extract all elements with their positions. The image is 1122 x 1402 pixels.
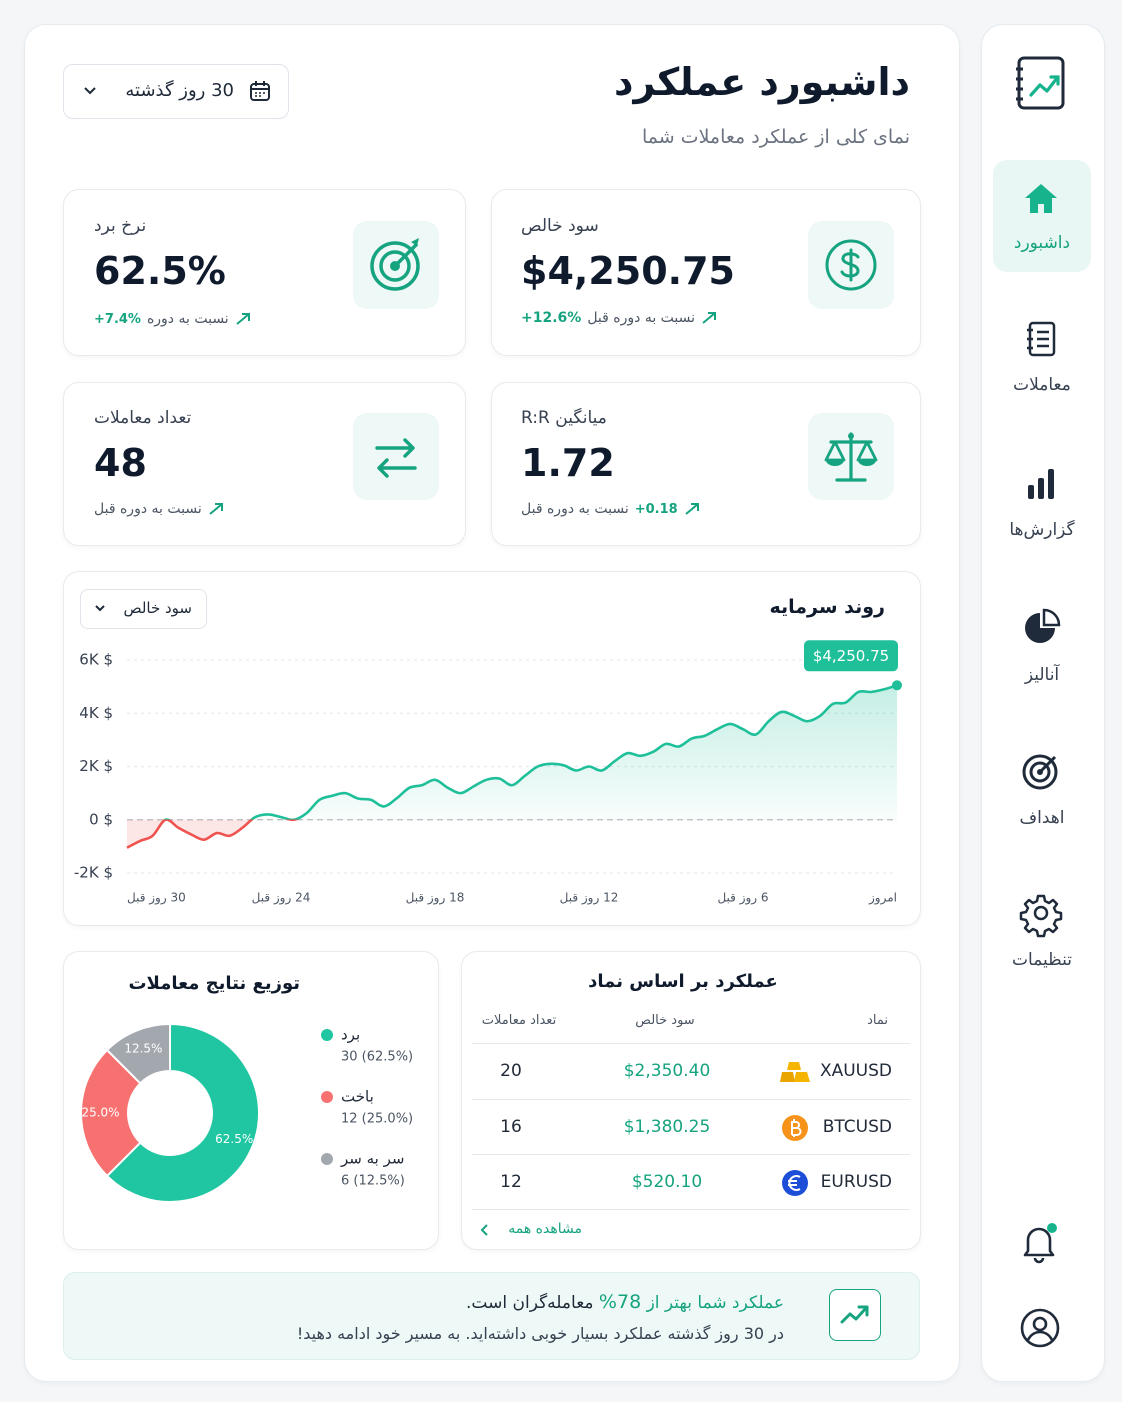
nav-icon-goals bbox=[1022, 754, 1058, 790]
nav-icon-analysis bbox=[1025, 608, 1061, 643]
nav-item[interactable]: داشبورد bbox=[1013, 233, 1071, 253]
kpi-change-row: نسبت به دوره قبل +0.18 bbox=[521, 501, 702, 517]
nav-item[interactable]: اهداف bbox=[1019, 808, 1065, 828]
kpi-change-row: +7.4% نسبت به دوره bbox=[94, 311, 253, 327]
kpi-note: نسبت به دوره bbox=[146, 311, 229, 327]
kpi-label: نرخ برد bbox=[94, 216, 147, 236]
banner-text: در 30 روز گذشته عملکرد بسیار خوبی داشته‌… bbox=[296, 1324, 784, 1343]
chevron bbox=[95, 605, 105, 612]
symbol: BTCUSD bbox=[822, 1117, 892, 1137]
column-header: سود خالص bbox=[635, 1013, 695, 1028]
trade-count: 16 bbox=[500, 1117, 522, 1137]
nav-item[interactable]: گزارش‌ها bbox=[1009, 520, 1075, 540]
kpi-note: نسبت به دوره قبل bbox=[587, 310, 696, 326]
kpi-value: $4,250.75 bbox=[521, 249, 735, 293]
gold-icon bbox=[780, 1062, 810, 1082]
symbols-card bbox=[461, 951, 921, 1250]
kpi-value: 48 bbox=[94, 441, 147, 485]
nav-icon-reports bbox=[1028, 469, 1054, 499]
trade-count: 12 bbox=[500, 1172, 522, 1192]
profit: $520.10 bbox=[631, 1172, 703, 1192]
kpi-value: 1.72 bbox=[521, 441, 615, 485]
kpi-change: +7.4% bbox=[94, 311, 141, 327]
column-header: تعداد معاملات bbox=[481, 1013, 557, 1028]
kpi-note: نسبت به دوره قبل bbox=[94, 501, 202, 517]
symbol: XAUUSD bbox=[819, 1061, 892, 1081]
kpi-label: سود خالص bbox=[521, 216, 599, 236]
trend-arrow bbox=[209, 503, 223, 515]
profit: $1,380.25 bbox=[623, 1117, 711, 1137]
kpi-icon-box bbox=[353, 413, 439, 500]
nav-icon-home bbox=[1025, 184, 1057, 213]
trend-arrow bbox=[685, 503, 699, 515]
nav-icon-settings bbox=[1019, 894, 1063, 938]
kpi-note: نسبت به دوره قبل bbox=[521, 501, 629, 517]
logo bbox=[1016, 56, 1065, 110]
kpi-label: تعداد معاملات bbox=[94, 408, 192, 428]
row-divider bbox=[472, 1043, 910, 1044]
chevron bbox=[84, 87, 96, 95]
insight-banner bbox=[63, 1272, 920, 1360]
kpi-label: میانگین R:R bbox=[521, 408, 607, 428]
profit: $2,350.40 bbox=[623, 1061, 711, 1081]
calendar-icon bbox=[250, 81, 270, 101]
metric-label: سود خالص bbox=[123, 599, 192, 617]
notifications[interactable] bbox=[1020, 1221, 1060, 1264]
chevron-left bbox=[480, 1224, 488, 1236]
headline-part: عملکرد شما بهتر از bbox=[641, 1293, 784, 1313]
view-all-link[interactable]: مشاهده همه bbox=[508, 1221, 582, 1237]
bitcoin-icon bbox=[782, 1115, 808, 1141]
kpi-change: +12.6% bbox=[521, 310, 582, 326]
nav-item[interactable]: معاملات bbox=[1013, 375, 1071, 395]
row-divider bbox=[472, 1209, 910, 1210]
active-nav-bg bbox=[993, 160, 1091, 272]
pie-title: توزیع نتایج معاملات bbox=[128, 973, 300, 994]
period-label: 30 روز گذشته bbox=[125, 80, 234, 101]
page-title: داشبورد عملکرد bbox=[613, 60, 910, 104]
nav-item[interactable]: تنظیمات bbox=[1012, 950, 1072, 970]
row-divider bbox=[472, 1154, 910, 1155]
nav-item[interactable]: آنالیز bbox=[1024, 665, 1060, 685]
kpi-change-row: +12.6% نسبت به دوره قبل bbox=[521, 310, 719, 326]
kpi-value: 62.5% bbox=[94, 249, 226, 293]
swap-icon bbox=[375, 438, 417, 478]
nav-icon-trades bbox=[1027, 321, 1056, 357]
kpi-change: +0.18 bbox=[634, 501, 678, 517]
trend-arrow bbox=[236, 313, 250, 325]
column-header: نماد bbox=[867, 1013, 888, 1028]
trend-icon bbox=[840, 1305, 869, 1324]
headline-highlight: 78% bbox=[598, 1291, 642, 1313]
trend-arrow bbox=[702, 312, 717, 324]
symbol: EURUSD bbox=[820, 1172, 892, 1192]
page-subtitle: نمای کلی از عملکرد معاملات شما bbox=[641, 126, 910, 148]
dollar-icon bbox=[825, 239, 877, 291]
row-divider bbox=[472, 1099, 910, 1100]
euro-icon bbox=[782, 1170, 808, 1196]
banner-headline: عملکرد شما بهتر از 78% معامله‌گران است. bbox=[466, 1291, 784, 1314]
kpi-change-row: نسبت به دوره قبل bbox=[94, 501, 226, 517]
target-icon bbox=[370, 238, 420, 291]
banner-icon-box bbox=[829, 1289, 881, 1341]
headline-part: معامله‌گران است. bbox=[466, 1293, 599, 1313]
table-title: عملکرد بر اساس نماد bbox=[588, 971, 778, 992]
profile[interactable] bbox=[1020, 1308, 1060, 1348]
chart-title: روند سرمایه bbox=[769, 596, 885, 618]
distribution-card bbox=[63, 951, 439, 1250]
scale-icon bbox=[824, 432, 878, 482]
trade-count: 20 bbox=[500, 1061, 522, 1081]
